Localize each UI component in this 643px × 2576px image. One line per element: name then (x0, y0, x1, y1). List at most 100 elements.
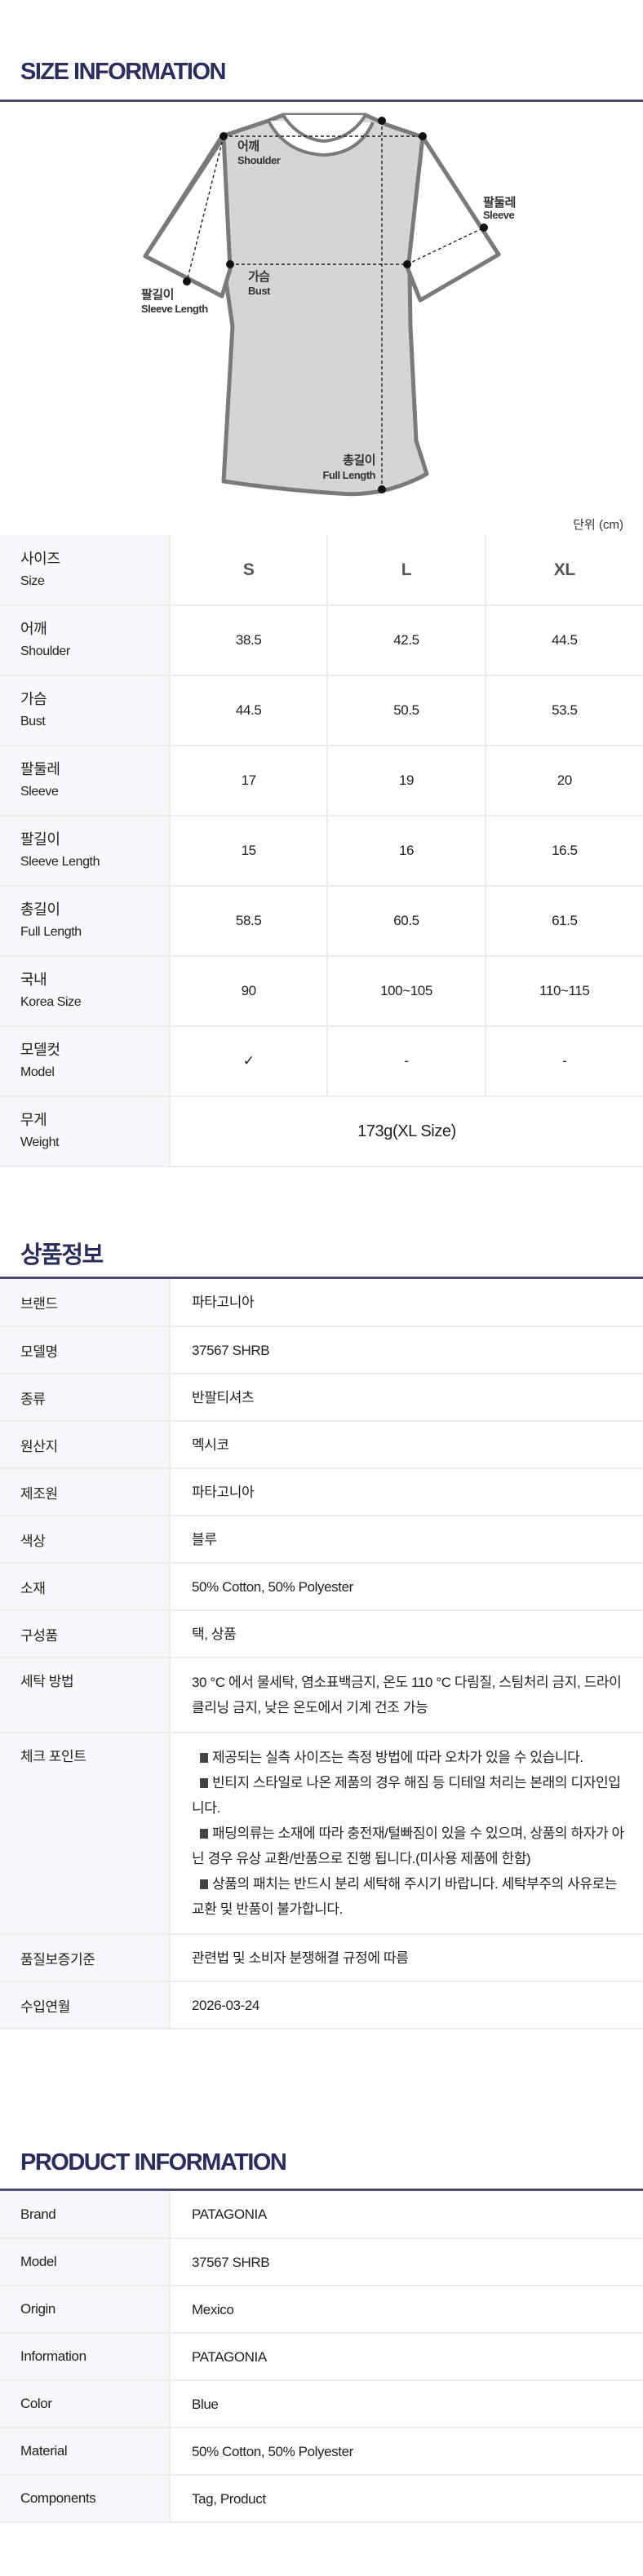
row-label-en: Model (20, 1065, 55, 1079)
table-row: 팔둘레 Sleeve 17 19 20 (0, 746, 643, 817)
square-bullet-icon (200, 1778, 208, 1788)
info-label: Brand (0, 2191, 171, 2239)
info-row: 제조원 파타고니아 (0, 1468, 643, 1516)
info-label: 제조원 (0, 1468, 171, 1516)
table-row: 모델컷 Model ✓ - - (0, 1026, 643, 1097)
table-row: 가슴 Bust 44.5 50.5 53.5 (0, 675, 643, 746)
check-point-row: 체크 포인트 제공되는 실측 사이즈는 측정 방법에 따라 오차가 있을 수 있습… (0, 1733, 643, 1935)
row-label-ko: 무게 (20, 1112, 47, 1128)
size-value-cell: 17 (170, 746, 329, 817)
row-label-ko: 국내 (20, 972, 47, 988)
size-value-cell: 20 (485, 746, 643, 817)
info-value: 관련법 및 소비자 분쟁해결 규정에 따름 (170, 1934, 643, 1982)
row-label-cell: 모델컷 Model (0, 1026, 171, 1097)
info-label: 모델명 (0, 1326, 171, 1374)
table-row: 국내 Korea Size 90 100~105 110~115 (0, 956, 643, 1027)
info-row: 색상 블루 (0, 1516, 643, 1564)
info-label: Color (0, 2380, 171, 2428)
info-label: 소재 (0, 1563, 171, 1611)
row-label-ko: 어깨 (20, 621, 47, 637)
table-row: 어깨 Shoulder 38.5 42.5 44.5 (0, 605, 643, 676)
info-row: 수입연월 2026-03-24 (0, 1981, 643, 2029)
label-sleeve-length-ko: 팔길이 (141, 287, 174, 302)
row-label-cell: 가슴 Bust (0, 675, 171, 746)
size-information-title: SIZE INFORMATION (20, 59, 226, 85)
row-label-ko: 팔길이 (20, 831, 60, 848)
row-label-ko: 팔둘레 (20, 761, 60, 777)
info-value: Mexico (170, 2286, 643, 2334)
info-label: Model (0, 2238, 171, 2286)
kr-info-title: 상품정보 (20, 1242, 104, 1268)
row-label-en: Shoulder (20, 644, 70, 658)
info-row: Components Tag, Product (0, 2475, 643, 2523)
info-row: Model 37567 SHRB (0, 2238, 643, 2286)
size-col-s: S (170, 535, 329, 606)
size-value-cell: 110~115 (485, 956, 643, 1027)
row-label-cell: 국내 Korea Size (0, 956, 171, 1027)
weight-row: 무게 Weight 173g(XL Size) (0, 1096, 643, 1167)
row-label-cell: 팔길이 Sleeve Length (0, 816, 171, 887)
info-value: PATAGONIA (170, 2191, 643, 2239)
info-label: 종류 (0, 1374, 171, 1422)
info-value: PATAGONIA (170, 2333, 643, 2381)
size-value-cell: 61.5 (485, 886, 643, 957)
info-row: 소재 50% Cotton, 50% Polyester (0, 1563, 643, 1611)
info-label: 수입연월 (0, 1981, 171, 2029)
info-value: Blue (170, 2380, 643, 2428)
row-label-en: Full Length (20, 925, 82, 939)
size-value-cell: 16.5 (485, 816, 643, 887)
info-value: Tag, Product (170, 2475, 643, 2523)
table-row: 총길이 Full Length 58.5 60.5 61.5 (0, 886, 643, 957)
label-shoulder-en: Shoulder (237, 154, 281, 166)
info-row: 브랜드 파타고니아 (0, 1279, 643, 1327)
info-label: 색상 (0, 1516, 171, 1564)
unit-label: 단위 (cm) (573, 518, 623, 532)
size-col-l: L (327, 535, 486, 606)
label-bust-en: Bust (248, 285, 271, 297)
info-row: Brand PATAGONIA (0, 2191, 643, 2239)
check-point-text: 빈티지 스타일로 나온 제품의 경우 해짐 등 디테일 처리는 본래의 디자인입… (192, 1775, 621, 1816)
en-info-table: Brand PATAGONIA Model 37567 SHRB Origin Mexic… (0, 2191, 643, 2523)
size-value-cell: 58.5 (170, 886, 329, 957)
check-point-item: 빈티지 스타일로 나온 제품의 경우 해짐 등 디테일 처리는 본래의 디자인입… (192, 1770, 625, 1821)
label-sleeve-ko: 팔둘레 (483, 195, 516, 210)
size-value-cell: 19 (327, 746, 486, 817)
size-label-cell: 사이즈 Size (0, 535, 171, 606)
info-value: 50% Cotton, 50% Polyester (170, 2428, 643, 2476)
info-label: 원산지 (0, 1421, 171, 1469)
info-value: 2026-03-24 (170, 1981, 643, 2029)
size-measurement-diagram: 어깨 Shoulder 팔둘레 Sleeve 가슴 Bust 팔길이 Sleev… (141, 113, 516, 497)
info-row: 세탁 방법 30 °C 에서 물세탁, 염소표백금지, 온도 110 °C 다림질… (0, 1658, 643, 1733)
label-shoulder-ko: 어깨 (237, 139, 259, 153)
size-value-cell: 15 (170, 816, 329, 887)
row-label-ko: 총길이 (20, 901, 60, 918)
measurement-points (183, 117, 488, 494)
info-row: 구성품 택, 상품 (0, 1610, 643, 1658)
info-label: 품질보증기준 (0, 1934, 171, 1982)
info-row: Color Blue (0, 2380, 643, 2428)
kr-info-table: 브랜드 파타고니아 모델명 37567 SHRB 종류 반팔티셔츠 원산지 멕시코 제조원 파타고… (0, 1279, 643, 2029)
info-label: 세탁 방법 (0, 1658, 171, 1733)
size-value-cell: 60.5 (327, 886, 486, 957)
row-label-cell: 무게 Weight (0, 1096, 171, 1167)
info-row: Material 50% Cotton, 50% Polyester (0, 2428, 643, 2476)
check-point-item: 상품의 패치는 반드시 분리 세탁해 주시기 바랍니다. 세탁부주의 사유로는 … (192, 1871, 625, 1922)
info-label: 체크 포인트 (0, 1733, 171, 1935)
info-value: 반팔티셔츠 (170, 1374, 643, 1422)
label-full-length-en: Full Length (322, 469, 375, 481)
check-point-item: 패딩의류는 소재에 따라 충전재/털빠짐이 있을 수 있으며, 상품의 하자가 … (192, 1821, 625, 1871)
info-row: Information PATAGONIA (0, 2333, 643, 2381)
info-label: Material (0, 2428, 171, 2476)
info-row: 종류 반팔티셔츠 (0, 1374, 643, 1422)
row-label-en: Sleeve Length (20, 855, 100, 869)
info-row: 모델명 37567 SHRB (0, 1326, 643, 1374)
row-label-cell: 총길이 Full Length (0, 886, 171, 957)
row-label-en: Bust (20, 715, 46, 728)
check-point-text: 패딩의류는 소재에 따라 충전재/털빠짐이 있을 수 있으며, 상품의 하자가 … (192, 1826, 624, 1866)
row-label-cell: 팔둘레 Sleeve (0, 746, 171, 817)
size-value-cell: 50.5 (327, 675, 486, 746)
row-label-ko: 가슴 (20, 691, 47, 707)
row-label-en: Size (20, 573, 45, 588)
row-label-en: Korea Size (20, 995, 82, 1009)
info-row: Origin Mexico (0, 2286, 643, 2334)
